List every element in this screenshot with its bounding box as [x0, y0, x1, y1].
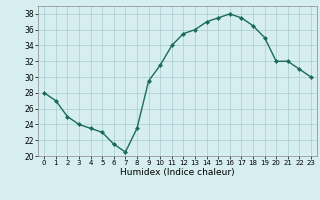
X-axis label: Humidex (Indice chaleur): Humidex (Indice chaleur): [120, 168, 235, 177]
